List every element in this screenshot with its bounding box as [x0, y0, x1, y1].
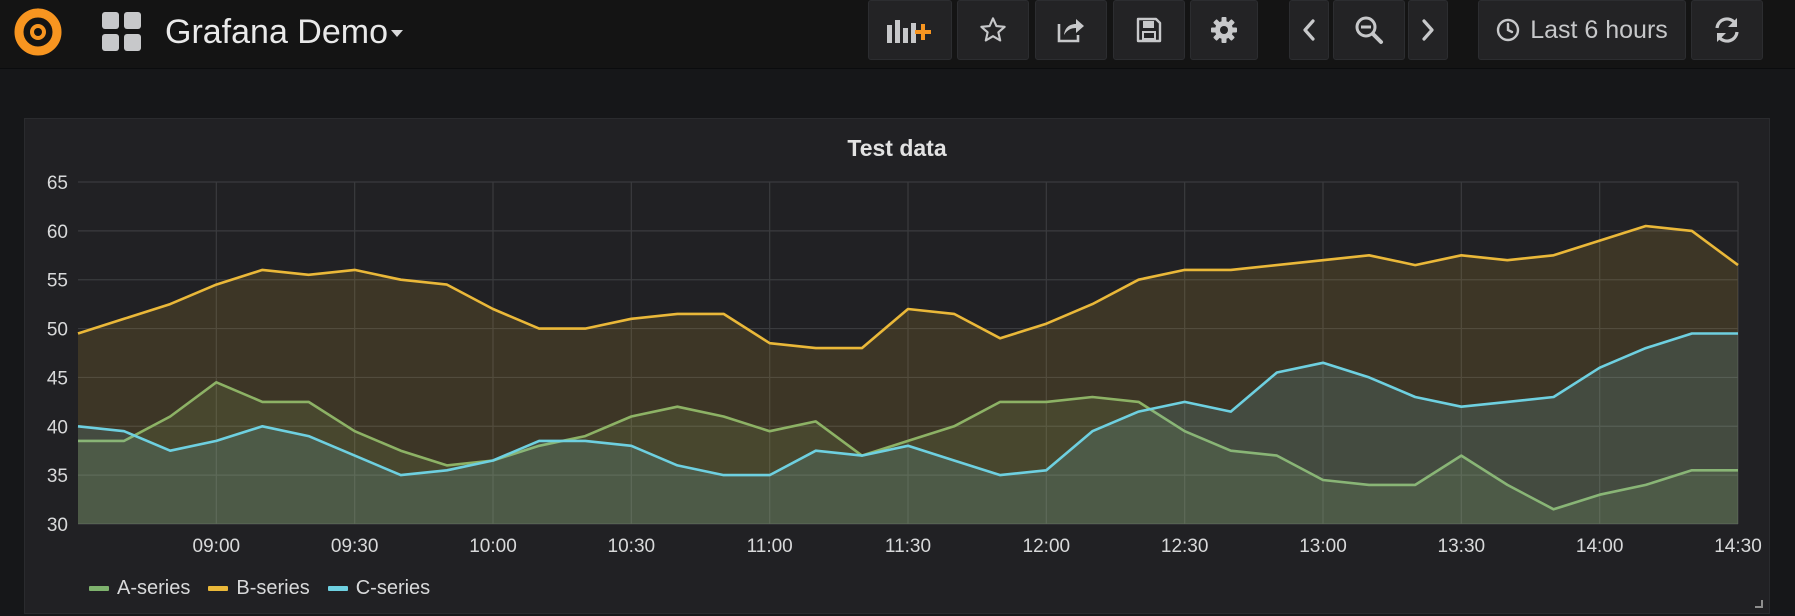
x-tick-label: 12:00 [1023, 536, 1071, 557]
y-tick-label: 30 [47, 515, 68, 536]
chevron-right-icon [1422, 19, 1434, 41]
panel-title[interactable]: Test data [847, 135, 947, 161]
x-tick-label: 10:00 [469, 536, 517, 557]
save-button[interactable] [1113, 0, 1185, 60]
share-button[interactable] [1035, 0, 1107, 60]
y-tick-label: 35 [47, 466, 68, 487]
grafana-logo-icon[interactable] [10, 2, 66, 58]
y-tick-label: 65 [47, 173, 68, 194]
x-tick-label: 09:30 [331, 536, 379, 557]
save-icon [1136, 17, 1162, 43]
dashboard-title[interactable]: Grafana Demo [165, 13, 388, 51]
graph-panel: Test data 30 35 40 45 50 55 60 65 09:00 09:30 10:0… [24, 118, 1770, 614]
c-series-area [78, 333, 1738, 524]
legend-label: B-series [236, 576, 310, 599]
c-series-line[interactable] [77, 332, 1738, 477]
refresh-button[interactable] [1691, 0, 1763, 60]
b-series-line[interactable] [77, 224, 1739, 350]
y-tick-label: 40 [47, 417, 68, 438]
legend-swatch [327, 585, 348, 591]
x-tick-label: 12:30 [1161, 536, 1209, 557]
graph-chart[interactable]: 30 35 40 45 50 55 60 65 09:00 09:30 10:00 10:30 11:0… [25, 119, 1771, 615]
x-tick-label: 13:00 [1299, 536, 1347, 557]
x-tick-label: 14:00 [1576, 536, 1624, 557]
chevron-left-icon [1303, 19, 1315, 41]
time-forward-button[interactable] [1408, 0, 1448, 60]
y-tick-label: 50 [47, 320, 68, 341]
apps-grid-icon[interactable] [102, 12, 142, 52]
panel-resize-handle[interactable] [1755, 600, 1763, 608]
settings-button[interactable] [1190, 0, 1258, 60]
zoom-out-icon [1355, 16, 1383, 44]
x-tick-label: 11:00 [747, 536, 793, 557]
legend-swatch [208, 585, 229, 591]
legend-item-b-series[interactable]: B-series [208, 576, 310, 600]
add-panel-button[interactable] [868, 0, 952, 60]
zoom-out-button[interactable] [1333, 0, 1405, 60]
legend-label: A-series [117, 576, 191, 599]
x-tick-label: 10:30 [608, 536, 656, 557]
star-icon [980, 17, 1006, 42]
y-tick-label: 55 [47, 271, 68, 292]
a-series-line[interactable] [78, 381, 1738, 511]
a-series-area [78, 382, 1738, 524]
legend-item-a-series[interactable]: A-series [89, 577, 190, 600]
b-series-area [78, 226, 1738, 524]
clock-icon [1497, 18, 1520, 42]
time-range-picker[interactable]: Last 6 hours [1478, 0, 1686, 60]
legend-swatch [89, 585, 109, 591]
share-icon [1057, 19, 1084, 43]
add-panel-icon [887, 20, 931, 43]
x-tick-label: 13:30 [1438, 536, 1486, 557]
x-tick-label: 09:00 [193, 536, 241, 557]
chart-legend: A-series B-series C-series [89, 573, 448, 603]
top-navbar: Grafana Demo [0, 0, 1795, 69]
time-back-button[interactable] [1289, 0, 1329, 60]
time-range-label: Last 6 hours [1530, 15, 1668, 44]
legend-item-c-series[interactable]: C-series [327, 576, 431, 600]
legend-label: C-series [355, 576, 431, 599]
x-tick-label: 11:30 [885, 536, 931, 557]
x-tick-label: 14:30 [1714, 536, 1762, 557]
y-tick-label: 60 [47, 222, 68, 243]
gear-icon [1211, 17, 1237, 43]
y-tick-label: 45 [47, 368, 68, 389]
chevron-down-icon[interactable] [391, 30, 403, 37]
star-button[interactable] [957, 0, 1029, 60]
refresh-icon [1715, 17, 1739, 43]
